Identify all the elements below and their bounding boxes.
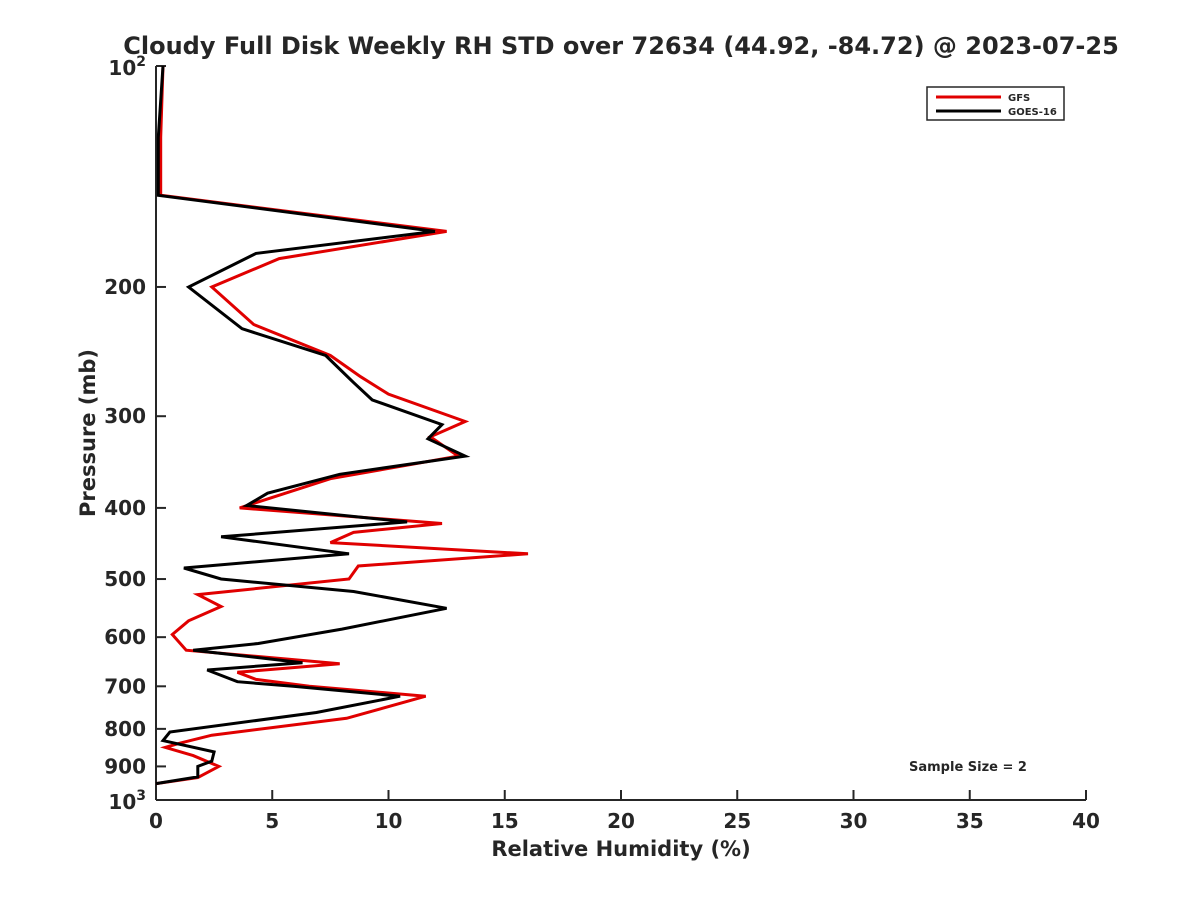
series-line-goes-16 bbox=[155, 65, 471, 786]
y-tick-label: 600 bbox=[104, 625, 146, 649]
x-tick-label: 5 bbox=[265, 809, 279, 833]
y-tick-label: 300 bbox=[104, 404, 146, 428]
y-tick-label: 900 bbox=[104, 754, 146, 778]
legend-label-gfs: GFS bbox=[1008, 93, 1030, 104]
x-tick-label: 15 bbox=[491, 809, 519, 833]
series-line-gfs bbox=[155, 65, 529, 786]
x-tick-label: 40 bbox=[1072, 809, 1100, 833]
x-tick-label: 0 bbox=[149, 809, 163, 833]
x-tick-label: 10 bbox=[375, 809, 403, 833]
x-tick-label: 35 bbox=[956, 809, 984, 833]
y-tick-label: 500 bbox=[104, 567, 146, 591]
x-tick-label: 25 bbox=[723, 809, 751, 833]
sample-size-annotation: Sample Size = 2 bbox=[909, 760, 1027, 775]
y-tick-label: 800 bbox=[104, 717, 146, 741]
y-tick-label: 102 bbox=[108, 54, 146, 80]
legend-label-goes-16: GOES-16 bbox=[1008, 107, 1057, 118]
x-tick-label: 30 bbox=[840, 809, 868, 833]
y-tick-label: 400 bbox=[104, 496, 146, 520]
series-layer bbox=[155, 65, 529, 786]
legend-box bbox=[926, 86, 1065, 121]
x-axis-label: Relative Humidity (%) bbox=[491, 837, 750, 861]
y-tick-label: 103 bbox=[108, 788, 146, 814]
y-axis-label: Pressure (mb) bbox=[76, 349, 100, 517]
chart-title: Cloudy Full Disk Weekly RH STD over 7263… bbox=[123, 32, 1119, 60]
legend: GFS GOES-16 bbox=[926, 86, 1065, 121]
y-tick-label: 700 bbox=[104, 674, 146, 698]
axes: 0 5 10 15 20 25 30 35 40 102 200 300 400 500 600 700 800… bbox=[104, 54, 1100, 833]
x-tick-label: 20 bbox=[607, 809, 635, 833]
y-tick-label: 200 bbox=[104, 275, 146, 299]
